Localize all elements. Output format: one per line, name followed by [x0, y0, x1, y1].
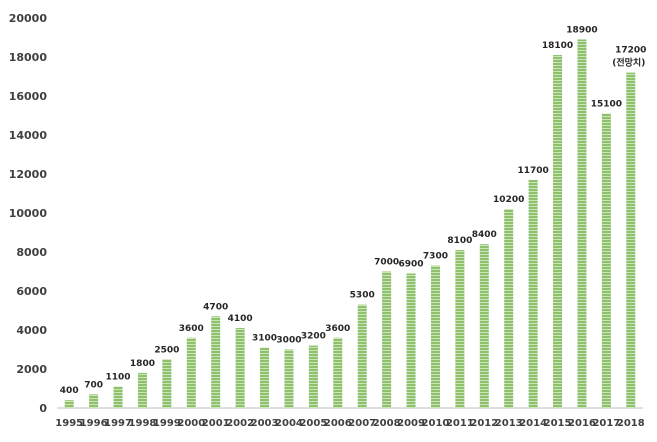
x-tick-label: 2000 [177, 418, 205, 429]
x-tick-label: 2011 [446, 418, 474, 429]
bars [64, 39, 636, 409]
bar [626, 72, 636, 408]
x-tick-label: 1998 [129, 418, 157, 429]
x-tick-label: 2002 [226, 418, 254, 429]
x-tick-label: 1995 [55, 418, 83, 429]
data-label: 18900 [566, 25, 597, 35]
x-tick-label: 2010 [422, 418, 450, 429]
bar [357, 304, 367, 408]
data-label: 1100 [106, 373, 131, 383]
bar [577, 39, 587, 408]
x-tick-label: 2008 [373, 418, 401, 429]
data-label: 4100 [228, 314, 253, 324]
bar [504, 209, 514, 408]
x-tick-label: 2003 [251, 418, 279, 429]
bar [479, 244, 489, 408]
data-label: 11700 [517, 166, 548, 176]
x-tick-label: 2006 [324, 418, 352, 429]
data-label: 17200 [615, 46, 646, 56]
data-label: 3600 [179, 324, 204, 334]
data-label: 4700 [203, 302, 228, 312]
bar [455, 250, 465, 408]
data-label: 8400 [472, 230, 497, 240]
bar [89, 394, 99, 408]
data-label: 3200 [301, 332, 326, 342]
y-tick-label: 16000 [9, 90, 48, 103]
data-label: 700 [84, 380, 103, 390]
y-tick-label: 14000 [9, 129, 48, 142]
x-tick-label: 2018 [617, 418, 645, 429]
y-tick-label: 20000 [9, 12, 48, 25]
x-tick-label: 2007 [348, 418, 376, 429]
bar [113, 386, 123, 408]
bar [64, 400, 74, 408]
x-tick-label: 1996 [80, 418, 108, 429]
y-tick-label: 18000 [9, 51, 48, 64]
x-tick-label: 1999 [153, 418, 181, 429]
bar [406, 273, 416, 408]
bar [553, 55, 563, 409]
x-tick-label: 2014 [519, 418, 547, 429]
bar [528, 179, 538, 408]
bar [430, 265, 440, 408]
y-tick-label: 10000 [9, 207, 48, 220]
data-label: 3600 [325, 324, 350, 334]
y-tick-label: 2000 [16, 363, 47, 376]
data-label: 400 [60, 386, 79, 396]
y-tick-label: 0 [39, 402, 47, 415]
data-label: 2500 [154, 345, 179, 355]
x-tick-label: 1997 [104, 418, 132, 429]
data-label: 3100 [252, 334, 277, 344]
data-label: 1800 [130, 359, 155, 369]
y-tick-label: 8000 [16, 246, 47, 259]
data-label: 6900 [399, 259, 424, 269]
data-label: 7000 [374, 258, 399, 268]
x-tick-label: 2009 [397, 418, 425, 429]
x-axis-ticks: 1995199619971998199920002001200220032004… [55, 418, 644, 429]
x-tick-label: 2004 [275, 418, 303, 429]
data-label: 7300 [423, 252, 448, 262]
bar [186, 337, 196, 408]
bar [235, 328, 245, 408]
y-tick-label: 12000 [9, 168, 48, 181]
data-label: 15100 [591, 100, 622, 110]
data-label: 10200 [493, 195, 524, 205]
bar [333, 337, 343, 408]
x-tick-label: 2012 [470, 418, 498, 429]
data-label: 3000 [276, 336, 301, 346]
y-tick-label: 4000 [16, 324, 47, 337]
bar [211, 316, 221, 408]
bar [162, 359, 172, 408]
x-tick-label: 2001 [202, 418, 230, 429]
data-label: 18100 [542, 41, 573, 51]
x-tick-label: 2017 [592, 418, 620, 429]
annotation-label: (전망치) [612, 57, 645, 69]
bar [382, 271, 392, 408]
bar [260, 347, 270, 408]
bar [137, 372, 147, 408]
x-tick-label: 2005 [299, 418, 327, 429]
bar [601, 113, 611, 409]
x-tick-label: 2015 [544, 418, 572, 429]
y-axis-ticks: 0 2000 4000 6000 8000 10000 12000 14000 16000 180… [9, 12, 48, 415]
y-tick-label: 6000 [16, 285, 47, 298]
x-tick-label: 2016 [568, 418, 596, 429]
x-tick-label: 2013 [495, 418, 523, 429]
bar [284, 349, 294, 408]
data-label: 5300 [350, 291, 375, 301]
bar [308, 345, 318, 408]
data-label: 8100 [447, 236, 472, 246]
